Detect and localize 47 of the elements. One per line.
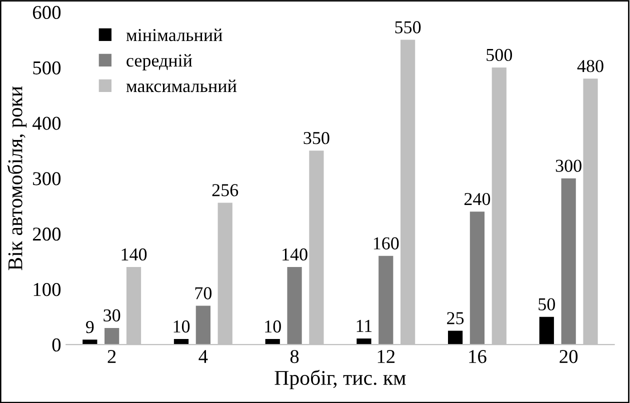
data-label: 10 xyxy=(265,320,281,333)
y-tick-label: 400 xyxy=(32,116,61,130)
data-label: 11 xyxy=(356,320,372,332)
legend-label: мінімальний xyxy=(126,28,222,42)
bar xyxy=(287,266,302,345)
data-label: 140 xyxy=(122,248,147,261)
y-tick-label: 500 xyxy=(33,61,61,74)
data-label: 160 xyxy=(374,237,399,250)
x-tick-label: 16 xyxy=(469,350,486,364)
data-label: 30 xyxy=(104,309,120,322)
bar xyxy=(448,330,463,345)
bar xyxy=(378,256,394,345)
data-label: 550 xyxy=(395,21,421,34)
bar xyxy=(265,339,280,345)
y-tick-label: 100 xyxy=(34,282,61,296)
data-label: 10 xyxy=(174,320,190,333)
data-label: 240 xyxy=(464,192,490,206)
data-label: 350 xyxy=(304,132,330,144)
bar xyxy=(356,338,372,345)
bar xyxy=(104,328,120,345)
data-label: 9 xyxy=(86,321,94,334)
legend-label: середній xyxy=(126,54,192,70)
data-label: 500 xyxy=(486,48,512,62)
data-label: 480 xyxy=(577,60,604,72)
y-axis-title: Вік автомобіля, роки xyxy=(7,86,27,270)
bar xyxy=(470,212,485,345)
bar xyxy=(174,339,189,345)
x-tick-label: 2 xyxy=(108,350,116,363)
x-tick-label: 20 xyxy=(560,350,578,364)
x-tick-label: 8 xyxy=(290,350,299,364)
bar xyxy=(539,316,554,345)
legend-label: максимальний xyxy=(126,80,237,92)
bar xyxy=(196,306,210,345)
y-tick-label: 300 xyxy=(33,172,61,186)
data-label: 140 xyxy=(282,248,308,261)
y-tick-label: 0 xyxy=(52,338,61,352)
data-label: 256 xyxy=(212,184,238,196)
data-label: 50 xyxy=(538,298,555,310)
x-axis-title: Пробіг, тис. км xyxy=(274,370,406,390)
y-tick-label: 200 xyxy=(32,228,61,241)
bar xyxy=(561,178,576,345)
y-tick-label: 600 xyxy=(32,6,61,20)
data-label: 300 xyxy=(556,160,582,172)
data-label: 25 xyxy=(447,312,464,324)
x-tick-label: 12 xyxy=(378,350,395,363)
x-tick-label: 4 xyxy=(198,350,208,363)
data-label: 70 xyxy=(195,287,212,300)
